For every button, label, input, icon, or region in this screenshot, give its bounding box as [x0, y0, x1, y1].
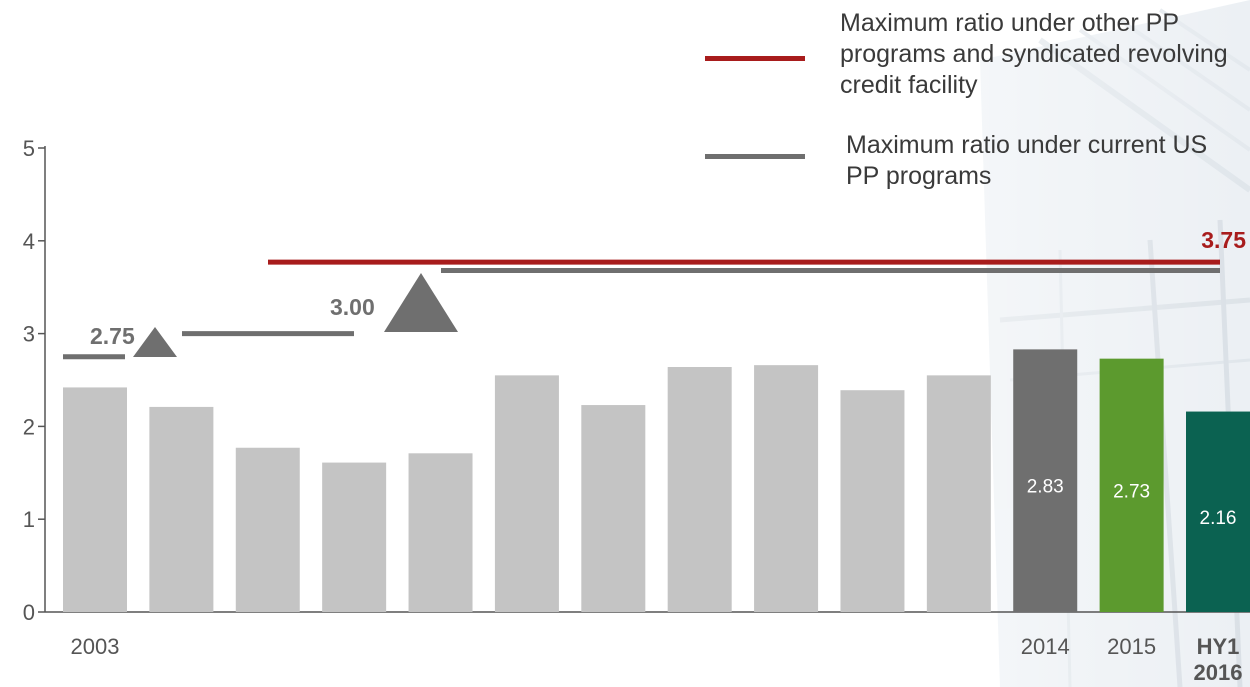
bar-1: [149, 406, 214, 612]
bar-2: [235, 447, 300, 612]
legend-swatch-red: [705, 56, 805, 61]
y-tick-label-4: 4: [23, 229, 35, 254]
x-tick-label-0: 2003: [71, 634, 120, 659]
x-tick-label-13: HY1: [1197, 634, 1240, 659]
data-label-12: 2.73: [1113, 481, 1150, 502]
step-up-triangle-large: [384, 273, 458, 332]
bar-5: [494, 375, 559, 612]
y-tick-label-0: 0: [23, 600, 35, 625]
y-tick-label-1: 1: [23, 507, 35, 532]
legend-label-current-us-pp: Maximum ratio under current US PP progra…: [846, 131, 1208, 190]
x-tick-label-13-line2: 2016: [1194, 660, 1243, 685]
legend-label-other-pp: Maximum ratio under other PP programs an…: [840, 9, 1228, 99]
bar-4: [408, 453, 473, 612]
bar-7: [667, 367, 732, 612]
y-tick-label-5: 5: [23, 136, 35, 161]
data-label-13: 2.16: [1200, 508, 1237, 529]
step-up-triangle-small: [133, 327, 177, 357]
annotation-2-75: 2.75: [90, 323, 135, 349]
bar-12: [1099, 358, 1164, 612]
bar-3: [322, 462, 387, 612]
bar-0: [63, 387, 127, 612]
annotation-3-75: 3.75: [1201, 227, 1246, 253]
x-tick-label-12: 2015: [1107, 634, 1156, 659]
data-label-11: 2.83: [1027, 477, 1064, 498]
x-tick-label-11: 2014: [1021, 634, 1070, 659]
y-tick-label-3: 3: [23, 322, 35, 347]
bar-13: [1186, 411, 1250, 612]
bar-9: [840, 390, 905, 612]
bar-10: [926, 375, 991, 612]
annotation-3-00: 3.00: [330, 294, 375, 320]
bar-11: [1013, 349, 1078, 612]
bar-6: [581, 405, 646, 612]
y-tick-label-2: 2: [23, 414, 35, 439]
bar-8: [754, 365, 819, 612]
legend-swatch-grey: [705, 154, 805, 159]
